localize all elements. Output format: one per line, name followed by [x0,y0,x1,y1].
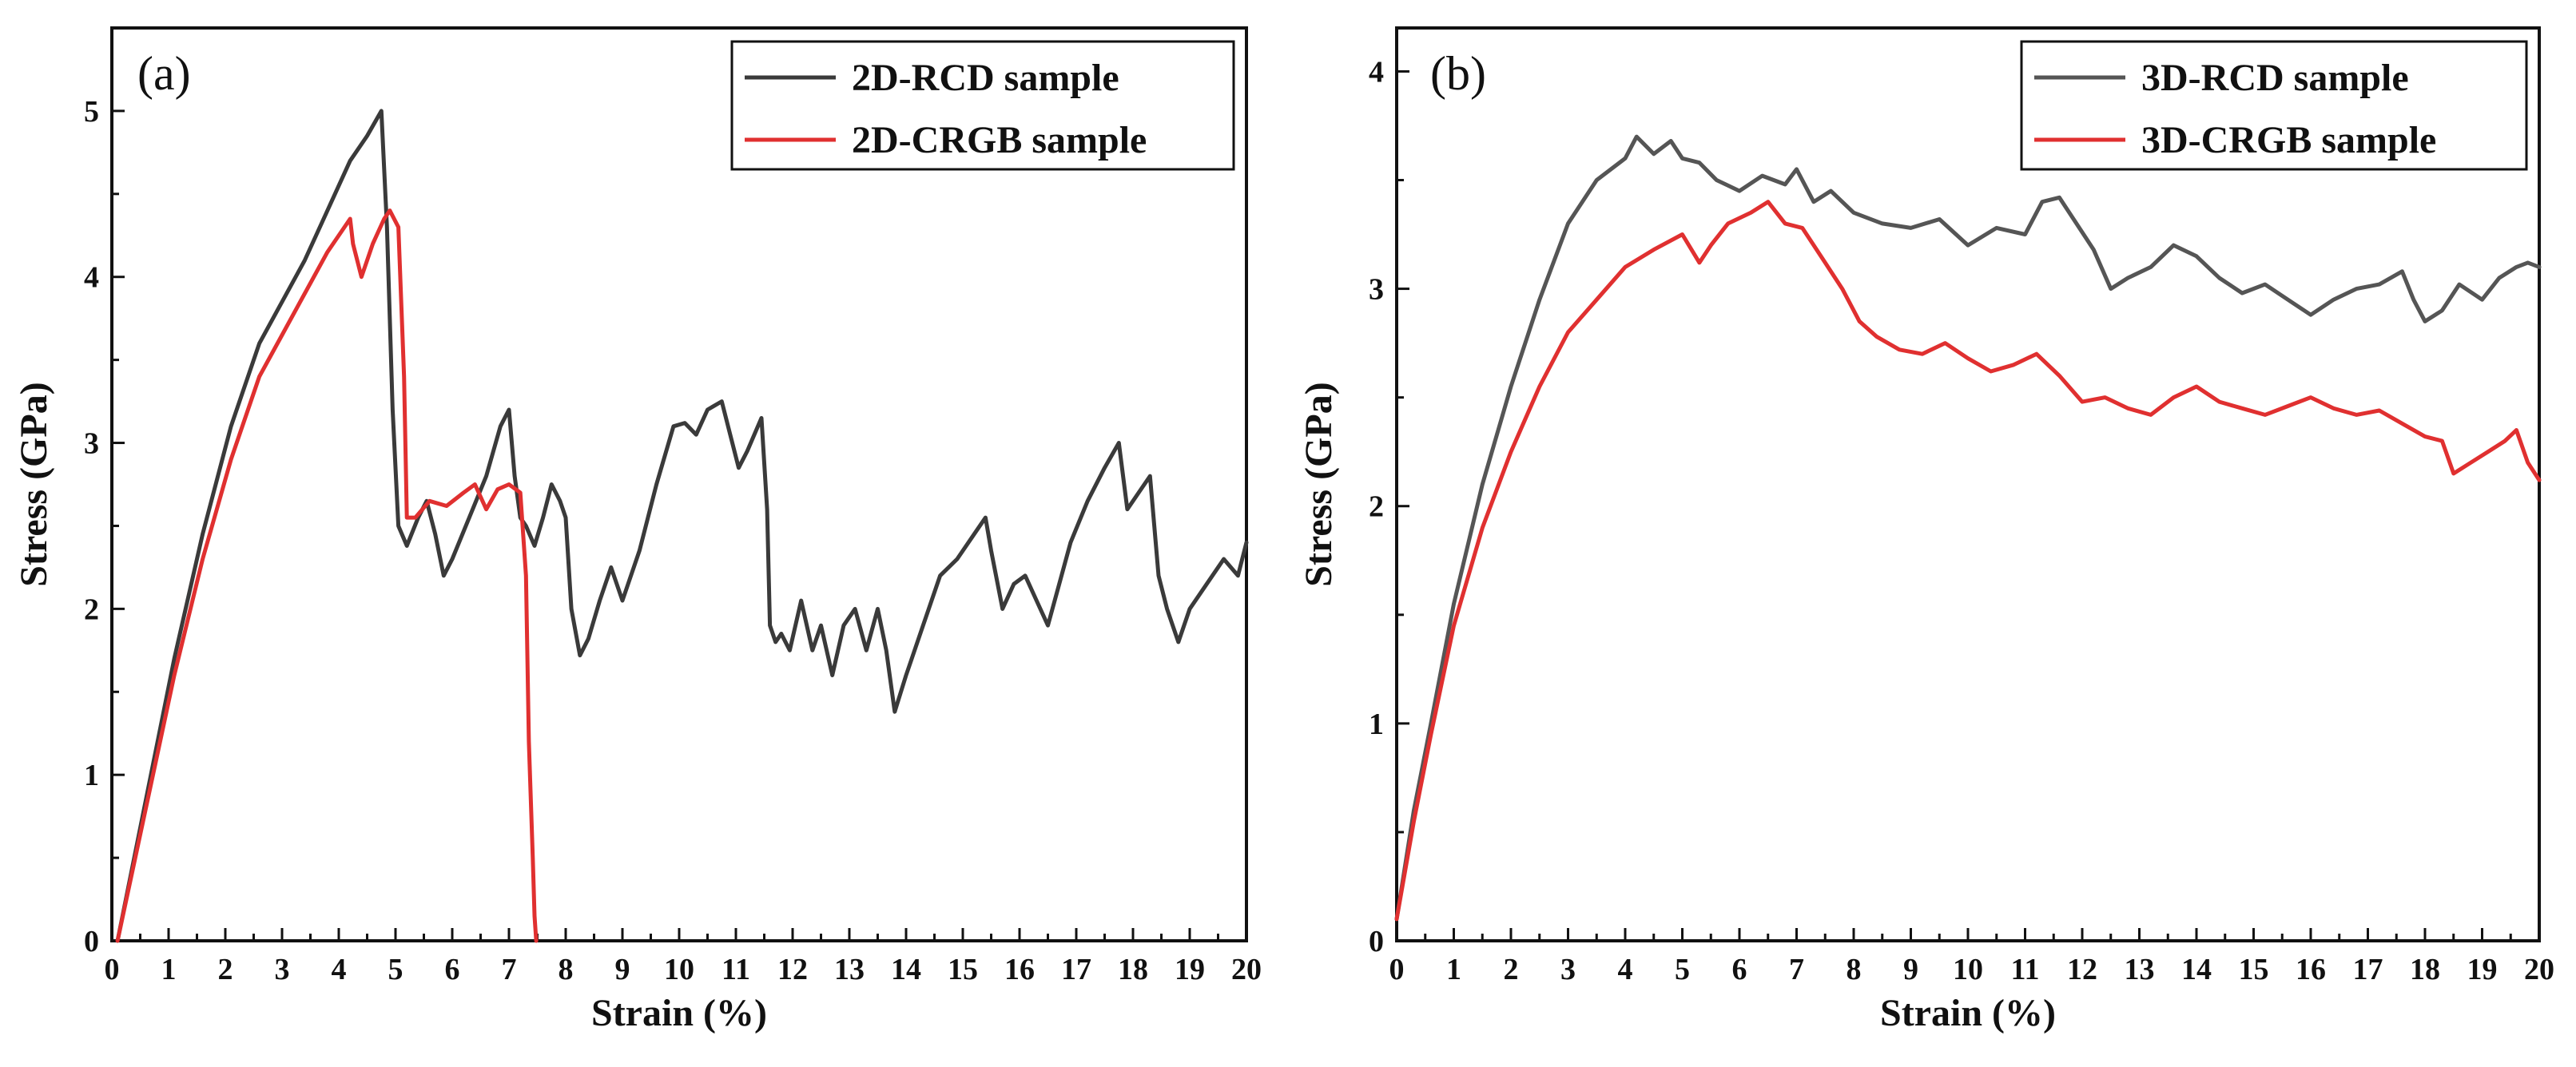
panel-a-x-tick-label-12: 12 [777,953,808,986]
panel-a-x-tick-label-6: 6 [445,953,460,986]
panel-b-series-crgb-line [1394,200,2542,922]
panel-a-x-axis-label: Strain (%) [591,992,767,1034]
panel-b-x-tick-label-2: 2 [1504,953,1519,986]
panel-b-x-tick-label-13: 13 [2125,953,2155,986]
panel-a-y-tick-label-5: 5 [84,95,99,129]
panel-b-x-tick-label-15: 15 [2239,953,2269,986]
panel-b-label: (b) [1430,47,1486,100]
panel-b-y-ticks: 0 1 2 3 4 [1369,55,1409,958]
panel-a-legend: 2D-RCD sample 2D-CRGB sample [730,40,1235,171]
panel-b-x-tick-label-20: 20 [2524,953,2554,986]
panel-a-x-tick-label-20: 20 [1231,953,1262,986]
panel-b-x-tick-label-10: 10 [1953,953,1983,986]
panel-a-x-tick-label-16: 16 [1004,953,1035,986]
panel-b-series-layer [1394,134,2542,922]
panel-b-x-axis-label: Strain (%) [1880,992,2056,1034]
panel-a-x-tick-label-14: 14 [891,953,921,986]
panel-b-legend-entry-rcd: 3D-RCD sample [2141,57,2409,99]
panel-a-x-tick-label-17: 17 [1061,953,1091,986]
panel-a-x-tick-label-15: 15 [948,953,978,986]
panel-a-x-tick-label-13: 13 [834,953,865,986]
panel-a-x-tick-label-3: 3 [275,953,290,986]
panel-b-legend-box [2020,40,2528,171]
panel-b-y-tick-label-0: 0 [1369,925,1384,958]
panel-b-series-rcd-line [1394,134,2542,922]
panel-b-y-tick-label-2: 2 [1369,490,1384,524]
panel-a-series-rcd-line [115,109,1249,943]
panel-a-x-tick-label-11: 11 [722,953,750,986]
panel-a-y-tick-label-0: 0 [84,925,99,958]
panel-a-series-layer [115,109,1249,943]
panel-a-x-tick-label-0: 0 [105,953,120,986]
panel-a-x-tick-label-19: 19 [1175,953,1205,986]
panel-a-x-tick-label-7: 7 [502,953,517,986]
panel-a-x-tick-label-2: 2 [218,953,233,986]
panel-a-x-tick-label-10: 10 [664,953,694,986]
panel-b-x-tick-label-19: 19 [2467,953,2498,986]
panel-b-x-tick-label-18: 18 [2410,953,2440,986]
panel-b-x-tick-label-9: 9 [1903,953,1918,986]
panel-b-x-tick-label-4: 4 [1618,953,1633,986]
panel-a-x-tick-label-5: 5 [388,953,403,986]
panel-b-x-tick-label-1: 1 [1446,953,1461,986]
panel-b-x-ticks: 0 1 2 3 4 5 6 7 8 9 10 11 12 13 14 15 16 17 18 19 20 [1389,928,2554,986]
panel-b-y-axis-label: Stress (GPa) [1298,382,1340,586]
panel-b-y-tick-label-3: 3 [1369,273,1384,307]
panel-a-label: (a) [137,47,191,100]
panel-b-x-tick-label-0: 0 [1389,953,1405,986]
panel-b-x-tick-label-17: 17 [2353,953,2383,986]
panel-a-legend-entry-crgb: 2D-CRGB sample [852,119,1147,161]
panel-b-x-tick-label-3: 3 [1560,953,1576,986]
panel-b-y-tick-label-4: 4 [1369,55,1384,89]
panel-a-legend-entry-rcd: 2D-RCD sample [852,57,1119,99]
panel-b-x-tick-label-7: 7 [1789,953,1804,986]
panel-b-legend-entry-crgb: 3D-CRGB sample [2141,119,2436,161]
panel-b-y-tick-label-1: 1 [1369,708,1384,741]
panel-a-y-tick-label-4: 4 [84,261,99,295]
panel-a-legend-box [730,40,1235,171]
panel-b-x-tick-label-16: 16 [2296,953,2326,986]
panel-a-x-tick-label-8: 8 [559,953,574,986]
panel-a-x-tick-label-9: 9 [615,953,630,986]
panel-a: 0 1 2 3 4 5 6 7 8 9 10 11 12 13 14 15 16 17 18 19 20 012345 … [13,26,1262,1034]
panel-b-x-tick-label-5: 5 [1675,953,1690,986]
panel-b-x-tick-label-12: 12 [2067,953,2097,986]
panel-a-y-axis-label: Stress (GPa) [13,382,55,586]
panel-a-series-crgb-line [115,208,539,943]
panel-b-x-tick-label-11: 11 [2011,953,2040,986]
panel-b-x-tick-label-6: 6 [1732,953,1747,986]
panel-b-x-tick-label-8: 8 [1847,953,1862,986]
panel-a-x-tick-label-4: 4 [332,953,347,986]
panel-b-x-tick-label-14: 14 [2181,953,2212,986]
panel-a-x-tick-label-1: 1 [161,953,177,986]
panel-a-x-tick-label-18: 18 [1118,953,1148,986]
panel-a-y-ticks: 0 1 2 3 4 5 [84,26,125,958]
panel-b-legend: 3D-RCD sample 3D-CRGB sample [2020,40,2528,171]
panel-a-y-tick-label-1: 1 [84,759,99,792]
panel-a-x-ticks: 0 1 2 3 4 5 6 7 8 9 10 11 12 13 14 15 16 17 18 19 20 [105,928,1262,986]
panel-a-y-tick-label-2: 2 [84,593,99,626]
panel-a-y-tick-label-3: 3 [84,427,99,461]
